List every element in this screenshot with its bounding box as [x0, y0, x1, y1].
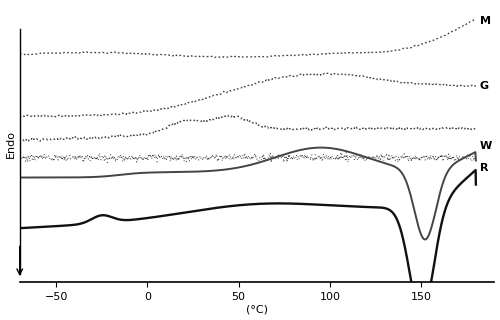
Y-axis label: Endo: Endo [6, 130, 16, 158]
Text: W: W [480, 141, 492, 151]
Text: M: M [480, 16, 490, 26]
Text: R: R [480, 163, 488, 173]
X-axis label: (°C): (°C) [246, 304, 268, 315]
Text: G: G [480, 81, 488, 91]
